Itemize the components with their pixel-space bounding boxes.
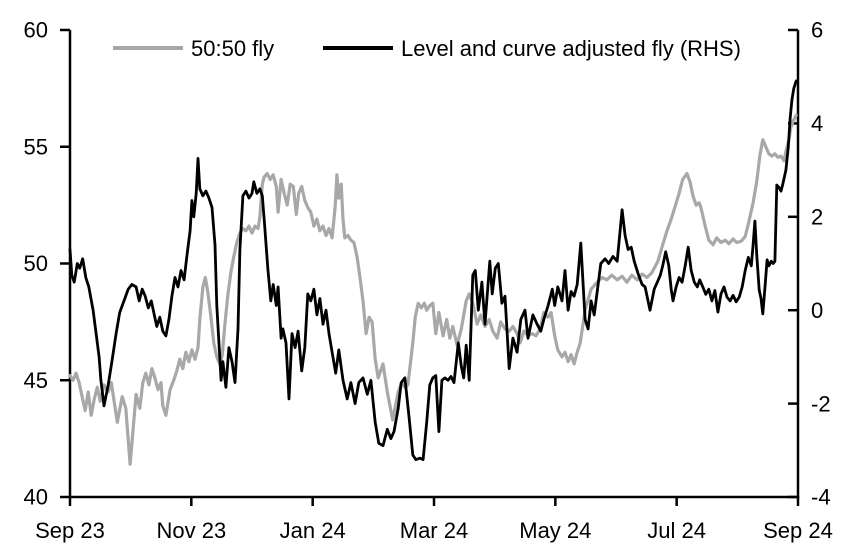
right-axis-tick-label: -4 [811,485,831,510]
right-axis-tick-label: -2 [811,391,831,416]
axes: 60 55 50 45 40 6 4 2 0 -2 -4 Sep 23 Nov 23 Jan 24 Mar … [24,18,833,543]
right-axis-tick-label: 2 [811,205,823,230]
left-axis-tick-label: 50 [24,251,48,276]
x-axis-tick-label: Jan 24 [280,518,346,543]
x-axis-tick-label: May 24 [519,518,591,543]
series-line-level-curve-adjusted-fly [68,79,798,462]
legend: 50:50 fly Level and curve adjusted fly (R… [113,36,741,61]
x-axis-tick-label: Mar 24 [400,518,468,543]
legend-label: Level and curve adjusted fly (RHS) [401,36,741,61]
legend-label: 50:50 fly [191,36,274,61]
x-axis-tick-label: Nov 23 [156,518,226,543]
x-axis-tick-label: Jul 24 [647,518,706,543]
right-axis-tick-label: 4 [811,111,823,136]
left-axis-tick-label: 60 [24,18,48,43]
left-axis-tick-label: 40 [24,485,48,510]
series-line-5050-fly [68,113,798,466]
x-axis-tick-label: Sep 23 [35,518,105,543]
series-lines [68,79,798,466]
left-axis-tick-label: 55 [24,134,48,159]
x-axis-tick-label: Sep 24 [763,518,833,543]
left-axis-tick-label: 45 [24,368,48,393]
right-axis-tick-label: 6 [811,18,823,43]
right-axis-tick-label: 0 [811,298,823,323]
